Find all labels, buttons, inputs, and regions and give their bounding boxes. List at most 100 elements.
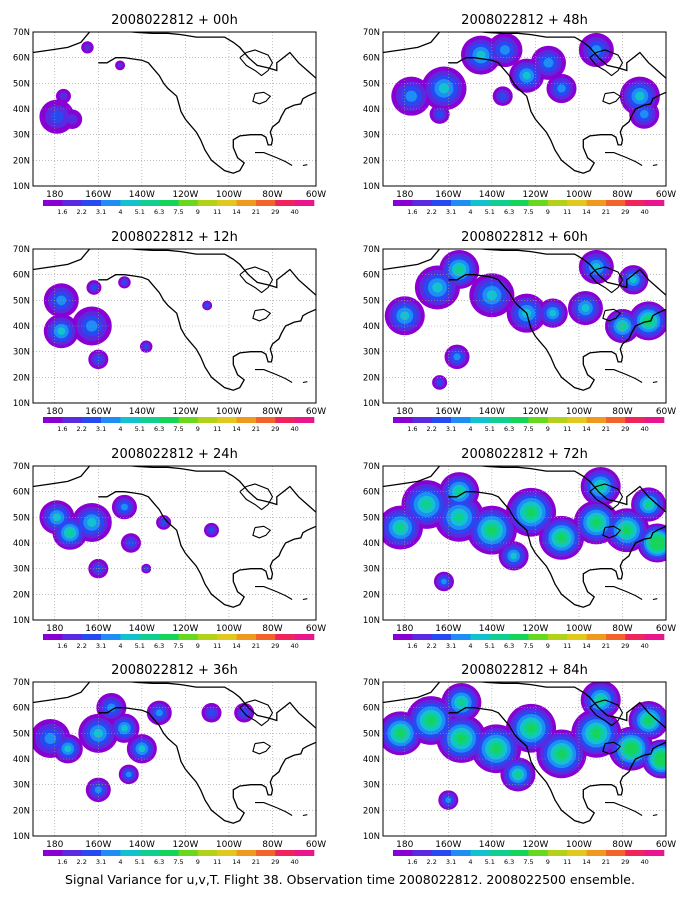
colorbar-label: 5.1 bbox=[135, 858, 145, 866]
map-frame bbox=[382, 31, 667, 187]
lat-tick-label: 20N bbox=[13, 590, 30, 600]
colorbar-label: 5.1 bbox=[135, 208, 145, 216]
variance-contour bbox=[654, 752, 666, 766]
colorbar-swatch bbox=[393, 634, 413, 640]
colorbar-swatch bbox=[412, 200, 433, 206]
coastline bbox=[98, 707, 316, 824]
colorbar-label: 21 bbox=[602, 642, 610, 650]
colorbar-label: 6.3 bbox=[154, 208, 164, 216]
lat-tick-label: 20N bbox=[13, 373, 30, 383]
colorbar-swatch bbox=[120, 850, 141, 856]
colorbar-label: 3.1 bbox=[446, 642, 456, 650]
colorbar-swatch bbox=[528, 417, 549, 423]
map-panel: 2008022812 + 24h 10N 20N 30N 40N 50N 60N 70N 180… bbox=[13, 447, 326, 650]
variance-contour bbox=[623, 526, 631, 534]
colorbar-swatch bbox=[101, 417, 121, 423]
map-frame bbox=[32, 248, 317, 404]
island-outline bbox=[652, 164, 658, 167]
lon-tick-label: 120W bbox=[172, 624, 198, 634]
variance-contour bbox=[432, 282, 443, 293]
lat-tick-label: 70N bbox=[363, 678, 380, 688]
variance-contour bbox=[207, 709, 216, 717]
lat-tick-label: 30N bbox=[363, 131, 380, 141]
lon-tick-label: 160W bbox=[85, 407, 111, 417]
lon-tick-label: 60W bbox=[306, 190, 326, 200]
lat-tick-label: 20N bbox=[363, 373, 380, 383]
colorbar-swatch bbox=[431, 417, 452, 423]
variance-contour bbox=[557, 534, 566, 542]
colorbar-label: 40 bbox=[641, 425, 649, 433]
colorbar-label: 29 bbox=[621, 208, 629, 216]
colorbar-label: 11 bbox=[563, 642, 571, 650]
map-panel: 2008022812 + 12h 10N 20N 30N 40N 50N 60N 70N 180… bbox=[13, 230, 326, 433]
great-lakes-outline bbox=[252, 308, 272, 322]
lon-tick-label: 160W bbox=[435, 190, 461, 200]
colorbar-label: 3.1 bbox=[96, 425, 106, 433]
colorbar-label: 2.2 bbox=[77, 425, 87, 433]
colorbar-label: 11 bbox=[563, 858, 571, 866]
colorbar-swatch bbox=[43, 200, 63, 206]
lon-tick-label: 100W bbox=[216, 840, 242, 850]
lon-tick-label: 80W bbox=[612, 407, 632, 417]
coastline bbox=[383, 466, 666, 513]
lat-tick-label: 30N bbox=[13, 131, 30, 141]
variance-contour bbox=[650, 536, 665, 550]
colorbar-label: 7.5 bbox=[523, 425, 533, 433]
colorbar-swatch bbox=[451, 200, 471, 206]
lon-tick-label: 60W bbox=[656, 190, 676, 200]
variance-contour bbox=[522, 71, 531, 80]
colorbar-label: 4 bbox=[118, 642, 122, 650]
colorbar-label: 11 bbox=[213, 642, 221, 650]
colorbar-swatch bbox=[62, 200, 83, 206]
lat-tick-label: 50N bbox=[13, 729, 30, 739]
lon-tick-label: 180 bbox=[46, 407, 63, 417]
variance-contour bbox=[405, 90, 418, 102]
map-frame bbox=[32, 681, 317, 837]
variance-contour bbox=[86, 320, 98, 332]
great-lakes-outline bbox=[252, 525, 272, 539]
lon-tick-label: 160W bbox=[435, 624, 461, 634]
colorbar-swatch bbox=[586, 850, 607, 856]
lon-tick-label: 120W bbox=[522, 840, 548, 850]
island-outline bbox=[255, 586, 293, 600]
lon-tick-label: 180 bbox=[46, 190, 63, 200]
lon-tick-label: 80W bbox=[262, 840, 282, 850]
colorbar-label: 4 bbox=[118, 858, 122, 866]
variance-contour bbox=[592, 518, 601, 527]
colorbar-label: 29 bbox=[621, 858, 629, 866]
island-outline bbox=[652, 814, 658, 817]
colorbar-swatch bbox=[81, 200, 102, 206]
colorbar-label: 29 bbox=[271, 858, 279, 866]
colorbar-swatch bbox=[275, 200, 295, 206]
variance-contour bbox=[117, 62, 123, 69]
colorbar-swatch bbox=[567, 200, 587, 206]
island-outline bbox=[255, 802, 293, 816]
colorbar-swatch bbox=[178, 200, 199, 206]
map-panel: 2008022812 + 60h 10N 20N 30N 40N 50N 60N 70N 180… bbox=[363, 230, 676, 433]
variance-contour bbox=[84, 44, 91, 51]
colorbar-swatch bbox=[101, 200, 121, 206]
lon-tick-label: 180 bbox=[46, 624, 63, 634]
lon-tick-label: 60W bbox=[306, 624, 326, 634]
lat-tick-label: 10N bbox=[13, 182, 30, 192]
colorbar-swatch bbox=[255, 634, 276, 640]
colorbar-label: 9 bbox=[196, 642, 200, 650]
colorbar-swatch bbox=[217, 200, 237, 206]
lat-tick-label: 50N bbox=[363, 513, 380, 523]
variance-contour bbox=[445, 797, 452, 803]
great-lakes-outline bbox=[602, 525, 622, 539]
colorbar-swatch bbox=[567, 417, 587, 423]
colorbar-swatch bbox=[197, 417, 218, 423]
variance-contour bbox=[421, 499, 432, 510]
colorbar-label: 14 bbox=[582, 858, 590, 866]
coastline bbox=[448, 491, 666, 608]
island-outline bbox=[255, 369, 293, 383]
colorbar-label: 3.1 bbox=[446, 208, 456, 216]
colorbar-swatch bbox=[489, 634, 510, 640]
lat-tick-label: 30N bbox=[13, 781, 30, 791]
variance-contour bbox=[487, 526, 497, 535]
colorbar-label: 21 bbox=[602, 208, 610, 216]
lat-tick-label: 50N bbox=[13, 79, 30, 89]
colorbar-label: 40 bbox=[291, 208, 299, 216]
variance-contour bbox=[486, 290, 498, 301]
